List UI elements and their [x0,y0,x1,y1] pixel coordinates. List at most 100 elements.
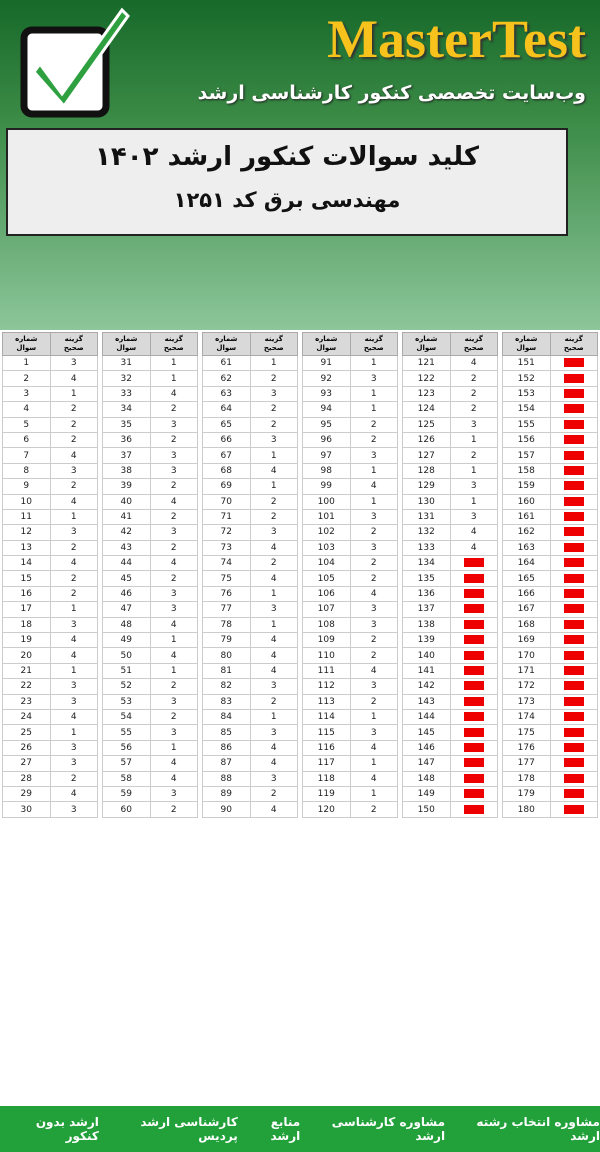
answer-row: 44 4 [102,555,198,572]
answer-row: 119 1 [302,785,398,803]
question-number: 160 [502,493,551,510]
answer: 4 [249,755,298,772]
question-number: 71 [202,508,251,526]
answer-row: 158 [502,462,598,480]
answer-row: 88 3 [202,770,298,787]
answer: 4 [349,770,398,787]
answer-row: 27 3 [2,755,98,772]
answer-row: 78 1 [202,616,298,634]
answer-row: 163 [502,539,598,557]
answer: 3 [349,508,398,526]
answer-row: 90 4 [202,801,298,818]
answer-row: 108 3 [302,616,398,634]
answer: 1 [49,724,98,741]
footer-link[interactable]: مشاوره انتخاب رشته ارشد [476,1115,600,1143]
answer-row: 106 4 [302,585,398,603]
footer-link[interactable]: منابع ارشد [270,1115,301,1143]
answer-row: 123 2 [402,385,498,403]
answer: 2 [349,555,398,572]
answer-row: 112 3 [302,678,398,695]
question-number: 141 [402,662,451,680]
answer-row: 36 2 [102,431,198,449]
question-number: 85 [202,724,251,741]
answer: 2 [249,401,298,418]
answer-row: 60 2 [102,801,198,818]
answer: 3 [149,416,198,433]
answer-row: 134 [402,555,498,572]
answer-row: 39 2 [102,478,198,495]
header-cell: شماره سوال [402,332,451,356]
answer: 1 [449,462,498,480]
question-number: 11 [2,508,51,526]
answer: 4 [149,493,198,510]
answer: 2 [249,508,298,526]
header-text: صحیح [63,344,84,352]
answer-block: شماره سوال گزینه صحیح 1 3 2 4 3 1 4 2 5 2 6 2 7 4 8 3 9 2 10 4 1… [2,332,98,818]
question-number: 53 [102,693,151,710]
question-number: 111 [302,662,351,680]
answer-row: 127 2 [402,447,498,464]
answer: 4 [49,370,98,387]
answer: 3 [149,724,198,741]
answer-row: 120 2 [302,801,398,818]
answer-row: 135 [402,570,498,587]
header-text: گزینه [164,335,183,343]
question-number: 87 [202,755,251,772]
removed-mark [563,635,584,645]
answer-row: 144 [402,708,498,726]
question-number: 47 [102,601,151,618]
answer-row: 102 2 [302,524,398,541]
answer-row: 33 4 [102,385,198,403]
answer-cell [549,693,598,710]
question-number: 132 [402,524,451,541]
answer-row: 132 4 [402,524,498,541]
answer-row: 178 [502,770,598,787]
answer-row: 24 4 [2,708,98,726]
question-number: 12 [2,524,51,541]
question-number: 128 [402,462,451,480]
header-cell: گزینه صحیح [49,332,98,356]
answer: 1 [349,385,398,403]
question-number: 28 [2,770,51,787]
question-number: 55 [102,724,151,741]
answer-row: 150 [402,801,498,818]
answer-row: 156 [502,431,598,449]
footer-link[interactable]: مشاوره کارشناسی ارشد [331,1115,446,1143]
header-row: شماره سوال گزینه صحیح [302,332,398,356]
question-number: 13 [2,539,51,557]
question-number: 157 [502,447,551,464]
header-text: صحیح [263,344,284,352]
answer-row: 111 4 [302,662,398,680]
footer-link[interactable]: کارشناسی ارشد پردیس [140,1115,238,1143]
answer: 1 [249,447,298,464]
removed-mark [463,804,484,814]
answer: 2 [349,570,398,587]
question-number: 133 [402,539,451,557]
removed-mark [463,619,484,629]
answer-row: 85 3 [202,724,298,741]
removed-mark [563,619,584,629]
answer-block: شماره سوال گزینه صحیح 31 1 32 1 33 4 34 2 35 3 36 2 37 3 3… [102,332,198,818]
answer-row: 66 3 [202,431,298,449]
answer-row: 169 [502,632,598,649]
answer-row: 139 [402,632,498,649]
answer: 4 [349,662,398,680]
removed-mark [563,404,584,414]
answer-row: 175 [502,724,598,741]
brand: MasterTest [327,9,586,69]
header-text: سوال [216,344,237,352]
question-number: 54 [102,708,151,726]
answer-row: 125 3 [402,416,498,433]
answer-row: 72 3 [202,524,298,541]
removed-mark [563,589,584,599]
footer-link[interactable]: ارشد بدون کنکور [35,1115,99,1143]
header-text: صحیح [363,344,384,352]
question-number: 31 [102,354,151,372]
answer-row: 56 1 [102,739,198,757]
question-number: 134 [402,555,451,572]
